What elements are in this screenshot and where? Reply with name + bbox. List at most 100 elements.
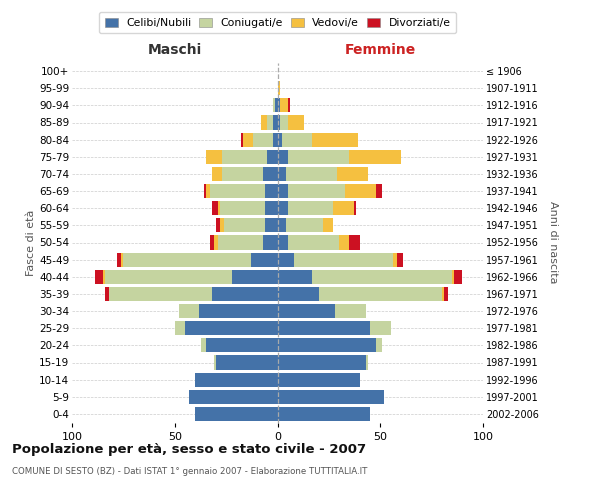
Bar [220,218,224,232]
Bar [232,270,278,284]
Bar [346,184,376,198]
Bar [278,98,280,112]
Bar [278,304,335,318]
Bar [121,252,124,266]
Bar [263,236,278,250]
Bar [288,116,304,130]
Bar [442,287,444,301]
Bar [274,98,275,112]
Bar [105,287,109,301]
Legend: Celibi/Nubili, Coniugati/e, Vedovi/e, Divorziati/e: Celibi/Nubili, Coniugati/e, Vedovi/e, Di… [99,12,456,33]
Bar [278,184,288,198]
Bar [280,116,288,130]
Bar [349,236,360,250]
Bar [105,270,232,284]
Bar [278,167,286,181]
Bar [278,356,366,370]
Bar [261,116,267,130]
Bar [313,132,358,146]
Bar [278,407,370,421]
Bar [214,356,216,370]
Bar [278,338,376,352]
Text: Popolazione per età, sesso e stato civile - 2007: Popolazione per età, sesso e stato civil… [12,442,366,456]
Bar [241,132,242,146]
Bar [203,184,206,198]
Bar [196,407,278,421]
Bar [278,81,280,95]
Bar [319,287,442,301]
Bar [278,372,360,386]
Bar [251,252,278,266]
Bar [278,270,313,284]
Bar [280,98,288,112]
Bar [267,150,278,164]
Bar [265,184,278,198]
Bar [275,98,278,112]
Bar [288,201,333,215]
Bar [454,270,463,284]
Bar [206,338,278,352]
Bar [265,218,278,232]
Bar [212,287,278,301]
Bar [263,167,278,181]
Bar [265,201,278,215]
Bar [286,218,323,232]
Bar [376,338,382,352]
Bar [274,132,278,146]
Bar [222,167,263,181]
Bar [278,390,385,404]
Bar [117,252,121,266]
Bar [323,218,333,232]
Bar [103,270,105,284]
Y-axis label: Fasce di età: Fasce di età [26,210,36,276]
Bar [397,252,403,266]
Bar [370,321,391,335]
Bar [278,132,281,146]
Bar [353,201,356,215]
Bar [222,150,267,164]
Bar [185,321,278,335]
Bar [196,372,278,386]
Bar [278,287,319,301]
Bar [278,321,370,335]
Bar [199,304,278,318]
Bar [278,218,286,232]
Bar [175,321,185,335]
Bar [392,252,397,266]
Bar [278,150,288,164]
Y-axis label: Anni di nascita: Anni di nascita [548,201,558,284]
Bar [281,132,313,146]
Bar [294,252,392,266]
Bar [333,201,353,215]
Bar [278,116,280,130]
Bar [124,252,251,266]
Bar [242,132,253,146]
Bar [218,201,220,215]
Bar [202,338,206,352]
Bar [274,116,278,130]
Bar [313,270,452,284]
Bar [278,252,294,266]
Bar [209,236,214,250]
Bar [288,184,346,198]
Text: Femmine: Femmine [344,44,416,58]
Bar [212,201,218,215]
Bar [452,270,454,284]
Bar [109,287,212,301]
Bar [337,167,368,181]
Bar [209,184,265,198]
Bar [218,236,263,250]
Bar [286,167,337,181]
Bar [220,201,265,215]
Bar [349,150,401,164]
Bar [288,98,290,112]
Bar [224,218,265,232]
Text: Maschi: Maschi [148,44,202,58]
Bar [189,390,278,404]
Bar [335,304,366,318]
Bar [253,132,274,146]
Bar [444,287,448,301]
Bar [288,150,349,164]
Bar [206,184,209,198]
Bar [216,218,220,232]
